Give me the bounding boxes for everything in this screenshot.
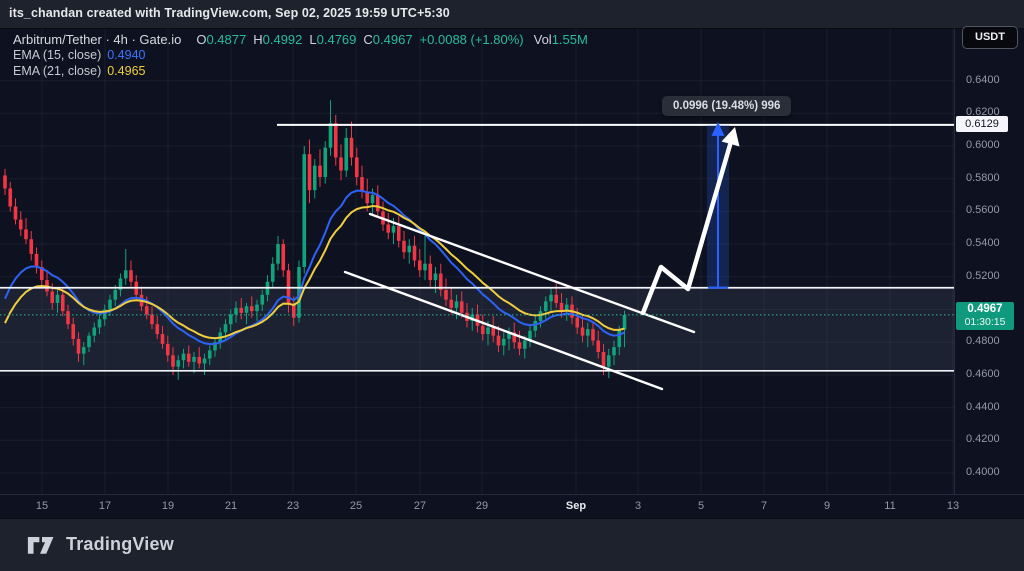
currency-toggle-button[interactable]: USDT (962, 26, 1018, 49)
time-tick: 27 (413, 500, 427, 512)
price-tick: 0.4400 (966, 400, 1000, 413)
tradingview-logo-icon (27, 536, 54, 554)
price-tick: 0.6400 (966, 73, 1000, 86)
current-price-label: 0.4967 01:30:15 (956, 301, 1014, 330)
time-tick: 23 (286, 500, 300, 512)
price-tick: 0.5200 (966, 269, 1000, 282)
close-letter: C (363, 32, 373, 47)
tradingview-logo-text: TradingView (66, 533, 174, 554)
legend-main-row: Arbitrum/Tether · 4h · Gate.io O0.4877 H0.… (13, 32, 588, 47)
time-tick: 11 (884, 500, 896, 512)
price-tick: 0.4200 (966, 433, 1000, 446)
ema21-legend-row[interactable]: EMA (21, close) 0.4965 (13, 64, 588, 79)
price-tick: 0.4000 (966, 466, 1000, 478)
attribution-bar: its_chandan created with TradingView.com… (0, 0, 1024, 29)
time-tick: 9 (823, 500, 831, 512)
price-tick: 0.5600 (966, 204, 1000, 217)
price-axis[interactable]: 0.6400 0.6200 0.6000 0.5800 0.5600 0.5400 0.52… (954, 28, 1024, 494)
time-tick: 19 (161, 500, 175, 512)
brand-bar: TradingView (0, 518, 1024, 571)
ema15-legend-row[interactable]: EMA (15, close) 0.4940 (13, 48, 588, 63)
chart-background (0, 28, 1024, 518)
candle-countdown: 01:30:15 (964, 315, 1006, 328)
low-value: 0.4769 (316, 32, 357, 47)
ema15-value: 0.4940 (107, 48, 146, 62)
measure-tooltip: 0.0996 (19.48%) 996 (662, 96, 792, 116)
chart-legend[interactable]: Arbitrum/Tether · 4h · Gate.io O0.4877 H0.… (13, 32, 588, 79)
time-tick: 3 (634, 500, 642, 512)
high-value: 0.4992 (262, 32, 303, 47)
time-tick: 17 (98, 500, 112, 512)
measure-tooltip-text: 0.0996 (19.48%) 996 (673, 100, 781, 112)
price-tick: 0.4600 (966, 367, 1000, 380)
symbol-title[interactable]: Arbitrum/Tether · 4h · Gate.io (13, 32, 182, 47)
volume-value: 1.55M (551, 32, 588, 47)
low-letter: L (309, 32, 317, 47)
high-letter: H (253, 32, 263, 47)
price-tick: 0.6200 (966, 106, 1000, 119)
ema21-value: 0.4965 (107, 64, 146, 78)
price-tick: 0.6000 (966, 139, 1000, 151)
price-tick: 0.4800 (966, 335, 1000, 348)
time-tick: 7 (760, 500, 768, 512)
resistance-price-label: 0.6129 (956, 115, 1008, 132)
ema15-label: EMA (15, close) (13, 48, 102, 62)
open-value: 0.4877 (206, 32, 247, 47)
time-tick: Sep (565, 500, 587, 512)
time-tick: 15 (35, 500, 49, 512)
time-tick: 5 (697, 500, 705, 512)
time-tick: 13 (946, 500, 960, 512)
open-letter: O (196, 32, 207, 47)
current-price-value: 0.4967 (967, 302, 1003, 315)
time-tick: 25 (349, 500, 363, 512)
time-tick: 29 (475, 500, 489, 512)
close-value: 0.4967 (372, 32, 413, 47)
time-axis[interactable]: 15 17 19 21 23 25 27 29 Sep 3 5 7 9 11 13 (0, 494, 1024, 519)
tradingview-logo-link[interactable]: TradingView (27, 532, 174, 556)
price-tick: 0.5800 (966, 171, 1000, 184)
volume-label: Vol (533, 32, 552, 47)
change-value: +0.0088 (+1.80%) (419, 32, 524, 47)
attribution-text: its_chandan created with TradingView.com… (9, 6, 450, 20)
time-tick: 21 (224, 500, 238, 512)
price-tick: 0.5400 (966, 237, 1000, 250)
ema21-label: EMA (21, close) (13, 64, 102, 78)
